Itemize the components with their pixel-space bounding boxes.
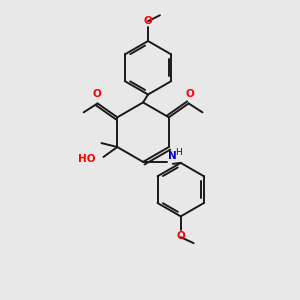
Text: O: O [185, 89, 194, 100]
Text: HO: HO [78, 154, 95, 164]
Text: O: O [176, 231, 185, 241]
Text: O: O [144, 16, 152, 26]
Text: H: H [175, 148, 181, 157]
Text: O: O [92, 89, 101, 100]
Text: N: N [168, 151, 177, 161]
